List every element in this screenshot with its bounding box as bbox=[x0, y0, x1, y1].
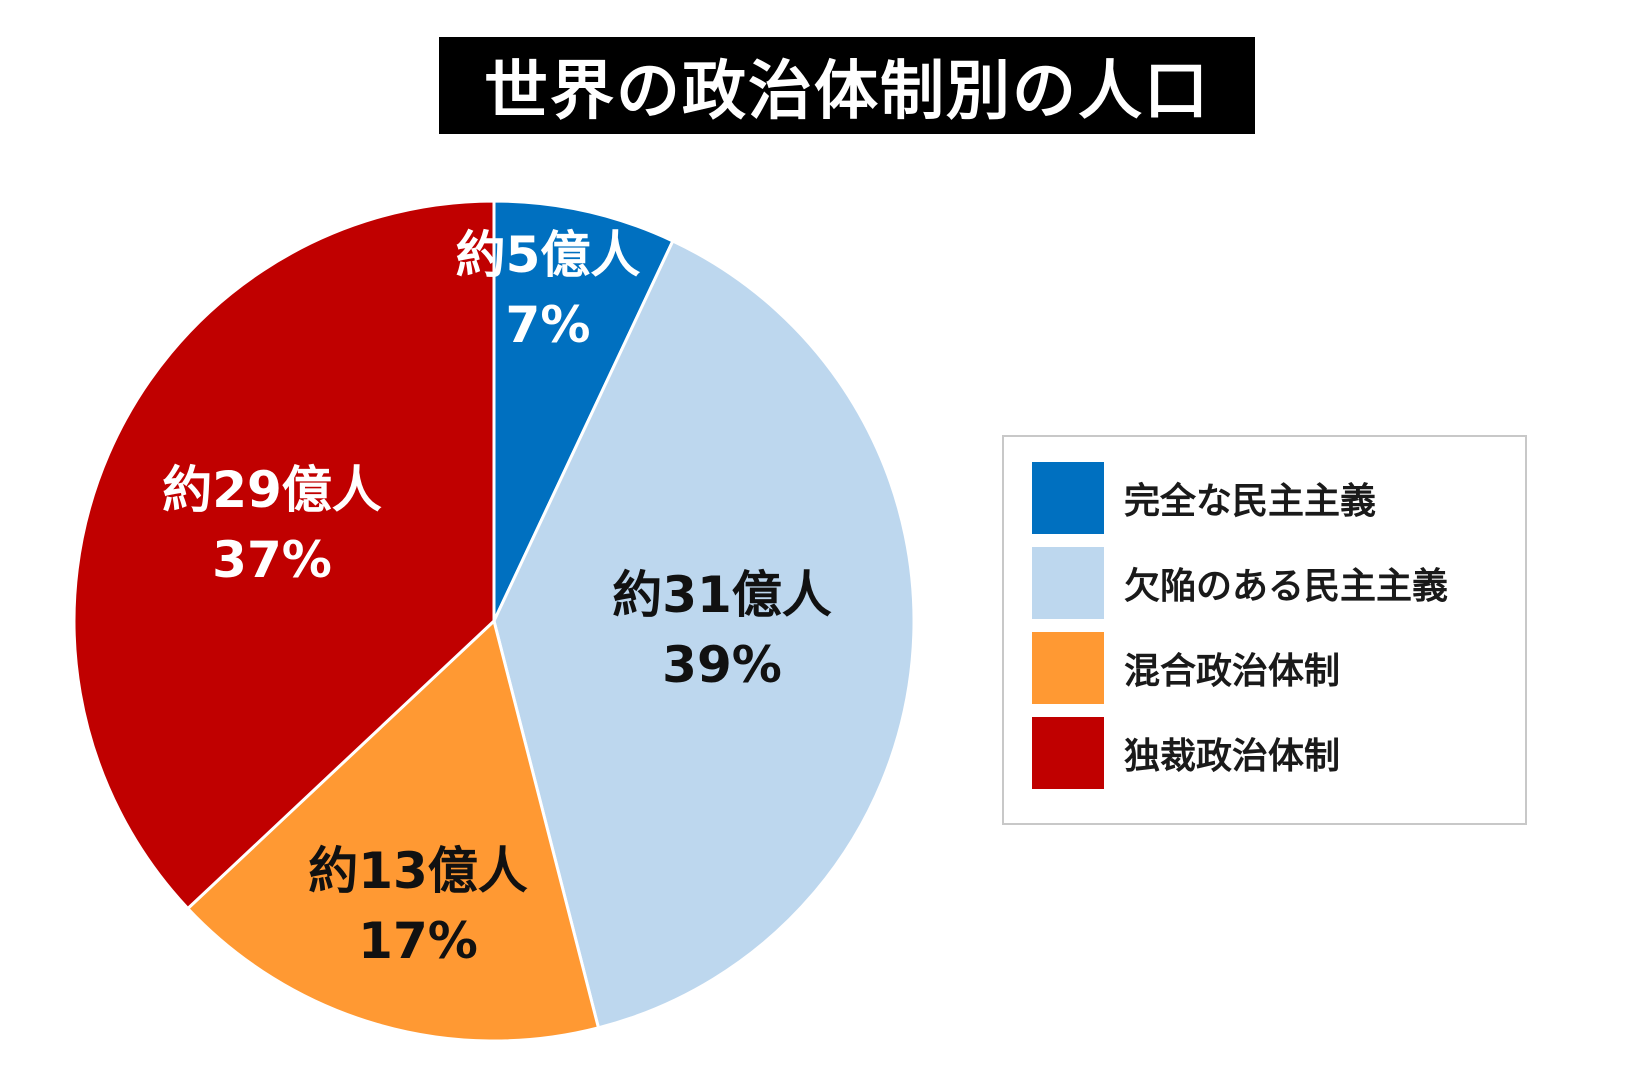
legend-item: 欠陥のある民主主義 bbox=[1032, 547, 1448, 619]
legend-swatch bbox=[1032, 717, 1104, 789]
chart-title: 世界の政治体制別の人口 bbox=[439, 37, 1255, 134]
slice-value-label: 約31億人 bbox=[612, 566, 832, 624]
pie-slice bbox=[492, 199, 675, 622]
legend-label: 混合政治体制 bbox=[1124, 651, 1341, 692]
legend-swatch bbox=[1032, 462, 1104, 534]
slice-label: 約5億人 7% bbox=[456, 220, 641, 360]
slice-percent-label: 7% bbox=[505, 296, 591, 354]
legend-swatch bbox=[1032, 632, 1104, 704]
legend-label: 欠陥のある民主主義 bbox=[1124, 566, 1449, 607]
legend-label: 独裁政治体制 bbox=[1124, 736, 1341, 777]
legend-item: 混合政治体制 bbox=[1032, 632, 1340, 704]
slice-label: 約31億人 39% bbox=[612, 560, 832, 700]
pie-slice bbox=[492, 238, 916, 1030]
pie-slice bbox=[72, 199, 496, 911]
slice-value-label: 約13億人 bbox=[308, 842, 528, 900]
pie-slice bbox=[185, 618, 601, 1043]
slice-percent-label: 39% bbox=[662, 636, 782, 694]
slice-label: 約13億人 17% bbox=[308, 836, 528, 976]
legend-item: 完全な民主主義 bbox=[1032, 462, 1376, 534]
slice-value-label: 約29億人 bbox=[162, 461, 382, 519]
legend: 完全な民主主義欠陥のある民主主義 混合政治体制 独裁政治体制 bbox=[1002, 435, 1527, 825]
legend-swatch bbox=[1032, 547, 1104, 619]
slice-percent-label: 37% bbox=[212, 531, 332, 589]
slice-value-label: 約5億人 bbox=[455, 226, 641, 284]
slice-percent-label: 17% bbox=[358, 912, 478, 970]
legend-item: 独裁政治体制 bbox=[1032, 717, 1340, 789]
slice-label: 約29億人 37% bbox=[162, 455, 382, 595]
legend-label: 完全な民主主義 bbox=[1124, 481, 1377, 522]
